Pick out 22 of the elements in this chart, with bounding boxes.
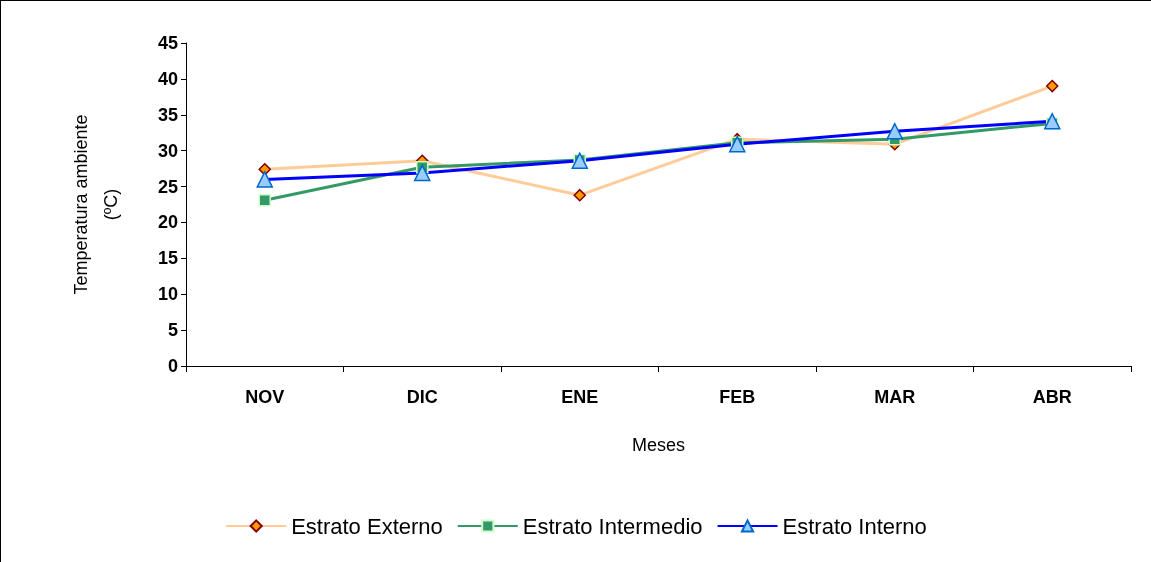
x-tick-label: MAR	[874, 387, 916, 407]
y-axis-title: Temperatura ambiente (ºC)	[71, 114, 121, 295]
x-tick-label: ENE	[561, 387, 599, 407]
x-axis-title: Meses	[631, 435, 686, 455]
y-tick-label: 15	[157, 248, 178, 269]
y-tick-label: 10	[157, 284, 178, 305]
x-tick-label: DIC	[406, 387, 438, 407]
x-tick-label: FEB	[719, 387, 756, 407]
y-tick-label: 0	[167, 356, 178, 376]
x-tick-label: NOV	[245, 387, 285, 407]
y-tick-label: 25	[157, 176, 178, 197]
point	[258, 193, 271, 207]
y-tick-label: 5	[167, 320, 178, 341]
legend-label: Estrato Interno	[782, 513, 927, 539]
y-tick-label: 20	[157, 212, 178, 233]
legend-label: Estrato Externo	[291, 513, 443, 539]
x-tick-label: ABR	[1032, 387, 1072, 407]
y-tick-label: 30	[157, 140, 178, 161]
y-tick-label: 40	[157, 68, 178, 89]
y-tick-label: 35	[157, 104, 178, 125]
y-tick-label: 45	[157, 33, 178, 53]
legend-label: Estrato Intermedio	[522, 513, 703, 539]
